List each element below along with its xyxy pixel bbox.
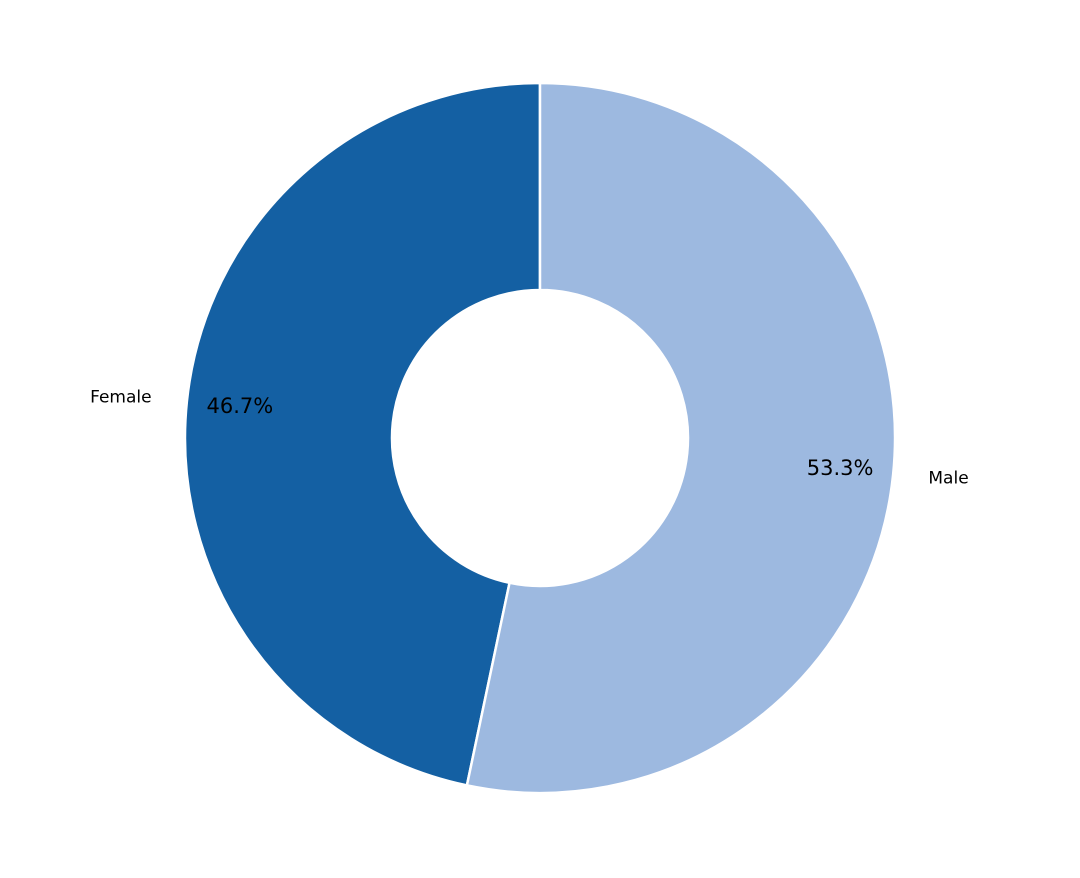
percent-label: 53.3%	[807, 456, 874, 480]
slice-label: Female	[90, 388, 151, 408]
donut-slice	[183, 81, 542, 787]
slice-label: Male	[928, 468, 968, 488]
percent-label: 46.7%	[207, 394, 274, 418]
donut-slice	[465, 81, 897, 795]
